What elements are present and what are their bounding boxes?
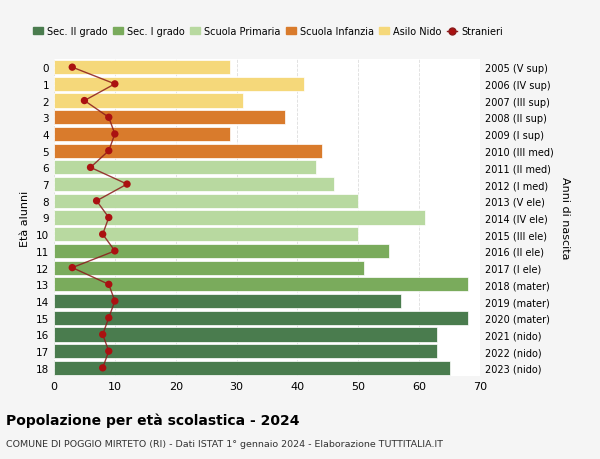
Bar bbox=[54, 94, 242, 108]
Y-axis label: Età alunni: Età alunni bbox=[20, 190, 31, 246]
Point bbox=[98, 231, 107, 238]
Point bbox=[104, 314, 113, 322]
Point bbox=[67, 64, 77, 72]
Bar bbox=[54, 128, 230, 142]
Point bbox=[104, 148, 113, 155]
Bar bbox=[54, 328, 437, 342]
Point bbox=[98, 331, 107, 338]
Point bbox=[80, 98, 89, 105]
Bar bbox=[54, 178, 334, 192]
Bar bbox=[54, 78, 304, 92]
Bar bbox=[54, 144, 322, 158]
Bar bbox=[54, 244, 389, 258]
Point bbox=[92, 198, 101, 205]
Point bbox=[110, 298, 119, 305]
Point bbox=[104, 348, 113, 355]
Point bbox=[104, 281, 113, 288]
Bar bbox=[54, 278, 468, 292]
Point bbox=[86, 164, 95, 172]
Bar bbox=[54, 161, 316, 175]
Bar bbox=[54, 211, 425, 225]
Bar bbox=[54, 194, 358, 208]
Bar bbox=[54, 294, 401, 308]
Text: COMUNE DI POGGIO MIRTETO (RI) - Dati ISTAT 1° gennaio 2024 - Elaborazione TUTTIT: COMUNE DI POGGIO MIRTETO (RI) - Dati IST… bbox=[6, 439, 443, 448]
Bar bbox=[54, 61, 230, 75]
Legend: Sec. II grado, Sec. I grado, Scuola Primaria, Scuola Infanzia, Asilo Nido, Stran: Sec. II grado, Sec. I grado, Scuola Prim… bbox=[29, 23, 506, 41]
Point bbox=[110, 81, 119, 88]
Bar bbox=[54, 228, 358, 242]
Bar bbox=[54, 311, 468, 325]
Point bbox=[67, 264, 77, 272]
Text: Popolazione per età scolastica - 2024: Popolazione per età scolastica - 2024 bbox=[6, 413, 299, 428]
Point bbox=[110, 248, 119, 255]
Bar bbox=[54, 344, 437, 358]
Bar bbox=[54, 361, 449, 375]
Point bbox=[104, 114, 113, 122]
Bar bbox=[54, 261, 364, 275]
Y-axis label: Anni di nascita: Anni di nascita bbox=[560, 177, 570, 259]
Point bbox=[122, 181, 132, 188]
Point bbox=[110, 131, 119, 138]
Bar bbox=[54, 111, 285, 125]
Point bbox=[104, 214, 113, 222]
Point bbox=[98, 364, 107, 372]
